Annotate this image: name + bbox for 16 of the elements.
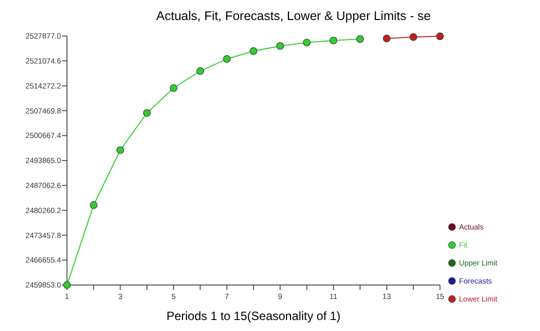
point: [223, 55, 231, 63]
point: [410, 33, 418, 41]
point: [143, 109, 151, 117]
point: [382, 34, 391, 42]
point: [196, 67, 204, 75]
chart-title: Actuals, Fit, Forecasts, Lower & Upper Limits - se: [156, 9, 431, 23]
point: [276, 42, 284, 50]
x-axis-title: Periods 1 to 15(Seasonality of 1): [166, 309, 341, 323]
point: [116, 146, 124, 154]
point: [330, 36, 338, 44]
point: [436, 32, 444, 40]
point: [170, 84, 178, 92]
point: [356, 35, 364, 43]
point: [302, 38, 311, 46]
point: [90, 201, 98, 209]
point: [250, 47, 258, 55]
